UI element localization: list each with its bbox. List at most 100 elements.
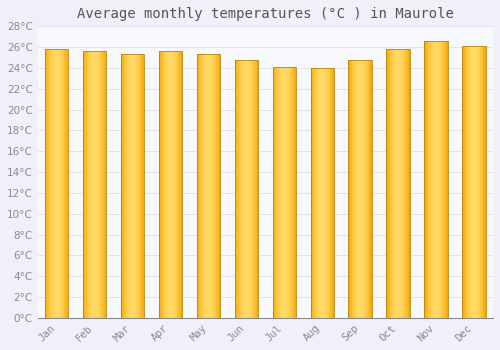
Bar: [288, 67, 289, 318]
Bar: [276, 67, 278, 318]
Bar: [404, 49, 405, 318]
Bar: [94, 51, 96, 318]
Bar: [447, 41, 448, 318]
Bar: [46, 49, 47, 318]
Bar: [251, 60, 252, 318]
Bar: [67, 49, 68, 318]
Bar: [169, 51, 170, 318]
Bar: [100, 51, 101, 318]
Bar: [242, 60, 244, 318]
Bar: [160, 51, 161, 318]
Bar: [131, 54, 132, 318]
Bar: [128, 54, 130, 318]
Bar: [158, 51, 160, 318]
Bar: [180, 51, 182, 318]
Bar: [236, 60, 237, 318]
Bar: [368, 60, 369, 318]
Bar: [282, 67, 283, 318]
Bar: [170, 51, 172, 318]
Bar: [141, 54, 142, 318]
Bar: [286, 67, 288, 318]
Bar: [279, 67, 280, 318]
Bar: [361, 60, 362, 318]
Bar: [360, 60, 361, 318]
Bar: [234, 60, 236, 318]
Bar: [445, 41, 446, 318]
Bar: [292, 67, 293, 318]
Bar: [405, 49, 406, 318]
Bar: [386, 49, 410, 318]
Bar: [351, 60, 352, 318]
Bar: [369, 60, 370, 318]
Bar: [463, 46, 464, 318]
Bar: [365, 60, 366, 318]
Bar: [392, 49, 394, 318]
Bar: [162, 51, 164, 318]
Bar: [370, 60, 371, 318]
Bar: [281, 67, 282, 318]
Bar: [283, 67, 284, 318]
Bar: [480, 46, 481, 318]
Bar: [429, 41, 430, 318]
Bar: [208, 54, 209, 318]
Bar: [470, 46, 471, 318]
Bar: [388, 49, 389, 318]
Bar: [88, 51, 89, 318]
Bar: [275, 67, 276, 318]
Bar: [444, 41, 445, 318]
Bar: [438, 41, 440, 318]
Bar: [98, 51, 100, 318]
Bar: [178, 51, 179, 318]
Bar: [247, 60, 248, 318]
Bar: [104, 51, 105, 318]
Bar: [218, 54, 220, 318]
Bar: [426, 41, 428, 318]
Bar: [471, 46, 472, 318]
Bar: [45, 49, 46, 318]
Bar: [285, 67, 286, 318]
Bar: [60, 49, 62, 318]
Bar: [407, 49, 408, 318]
Bar: [59, 49, 60, 318]
Bar: [49, 49, 50, 318]
Bar: [464, 46, 466, 318]
Bar: [83, 51, 106, 318]
Bar: [84, 51, 85, 318]
Bar: [83, 51, 84, 318]
Bar: [126, 54, 127, 318]
Bar: [66, 49, 67, 318]
Bar: [474, 46, 475, 318]
Bar: [323, 68, 324, 318]
Bar: [398, 49, 399, 318]
Bar: [123, 54, 124, 318]
Bar: [436, 41, 437, 318]
Bar: [50, 49, 51, 318]
Bar: [443, 41, 444, 318]
Bar: [485, 46, 486, 318]
Bar: [246, 60, 247, 318]
Bar: [244, 60, 245, 318]
Bar: [352, 60, 353, 318]
Bar: [466, 46, 467, 318]
Bar: [209, 54, 210, 318]
Bar: [105, 51, 106, 318]
Bar: [468, 46, 469, 318]
Bar: [234, 60, 258, 318]
Bar: [320, 68, 322, 318]
Bar: [179, 51, 180, 318]
Bar: [462, 46, 463, 318]
Bar: [409, 49, 410, 318]
Bar: [472, 46, 474, 318]
Bar: [332, 68, 334, 318]
Bar: [434, 41, 436, 318]
Title: Average monthly temperatures (°C ) in Maurole: Average monthly temperatures (°C ) in Ma…: [77, 7, 454, 21]
Bar: [245, 60, 246, 318]
Bar: [442, 41, 443, 318]
Bar: [313, 68, 314, 318]
Bar: [280, 67, 281, 318]
Bar: [174, 51, 175, 318]
Bar: [319, 68, 320, 318]
Bar: [175, 51, 176, 318]
Bar: [475, 46, 476, 318]
Bar: [138, 54, 139, 318]
